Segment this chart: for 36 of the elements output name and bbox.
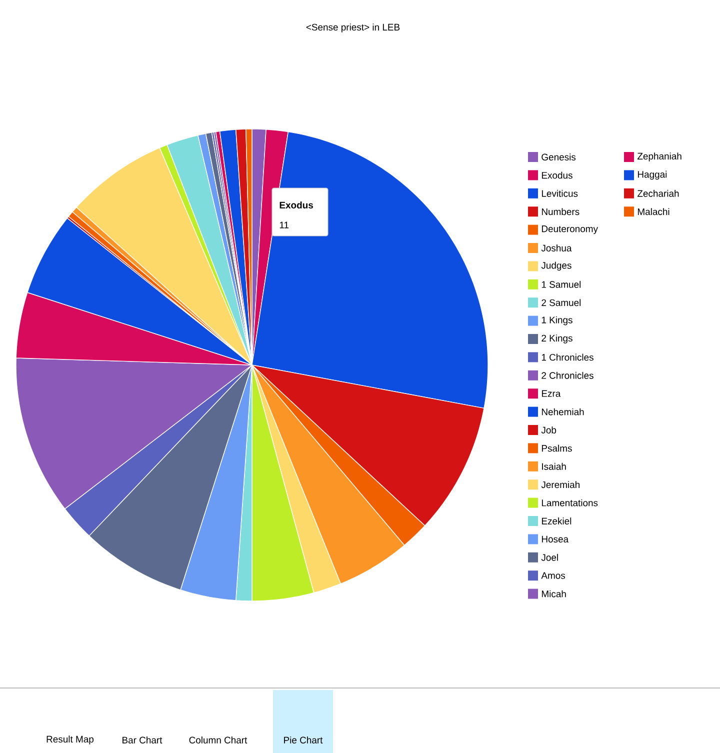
legend-label: Exodus: [542, 172, 572, 179]
legend-label: Hosea: [542, 536, 569, 542]
legend-label: 1 Chronicles: [542, 354, 594, 361]
legend-label: 2 Samuel: [542, 299, 581, 306]
legend-label: Amos: [541, 572, 566, 579]
legend-label: Numbers: [542, 208, 580, 216]
legend-label: Nehemiah: [542, 408, 584, 416]
legend-label: Malachi: [638, 208, 670, 216]
legend-label: 2 Chronicles: [542, 372, 594, 379]
legend-label: Leviticus: [542, 190, 578, 197]
legend-label: Job: [541, 426, 556, 434]
legend-label: 1 Samuel: [542, 280, 581, 288]
chart-title: <Sense priest> in LEB: [306, 24, 400, 32]
legend-label: Micah: [542, 590, 566, 598]
text: Result Map: [46, 736, 94, 744]
legend-label: Jeremiah: [541, 481, 580, 488]
legend-label: Zechariah: [637, 190, 679, 197]
text: Pie Chart: [284, 736, 323, 744]
legend-label: Ezra: [542, 390, 561, 397]
legend-label: Joel: [541, 554, 558, 561]
legend-label: Judges: [541, 262, 572, 271]
legend-label: Zephaniah: [637, 152, 682, 162]
text: 11: [280, 222, 289, 228]
legend-label: Deuteronomy: [542, 226, 598, 234]
text: Exodus: [280, 202, 313, 208]
legend-label: Lamentations: [542, 499, 598, 506]
legend-label: Haggai: [638, 170, 667, 180]
text: Column Chart: [189, 736, 248, 744]
legend-label: 2 Kings: [542, 334, 572, 344]
legend-label: Ezekiel: [542, 518, 572, 524]
legend-label: Isaiah: [542, 462, 566, 470]
legend-label: Joshua: [541, 244, 572, 252]
legend-label: 1 Kings: [542, 316, 572, 326]
legend-label: Psalms: [542, 444, 572, 452]
text: Bar Chart: [122, 736, 162, 744]
legend-label: Genesis: [542, 154, 576, 160]
